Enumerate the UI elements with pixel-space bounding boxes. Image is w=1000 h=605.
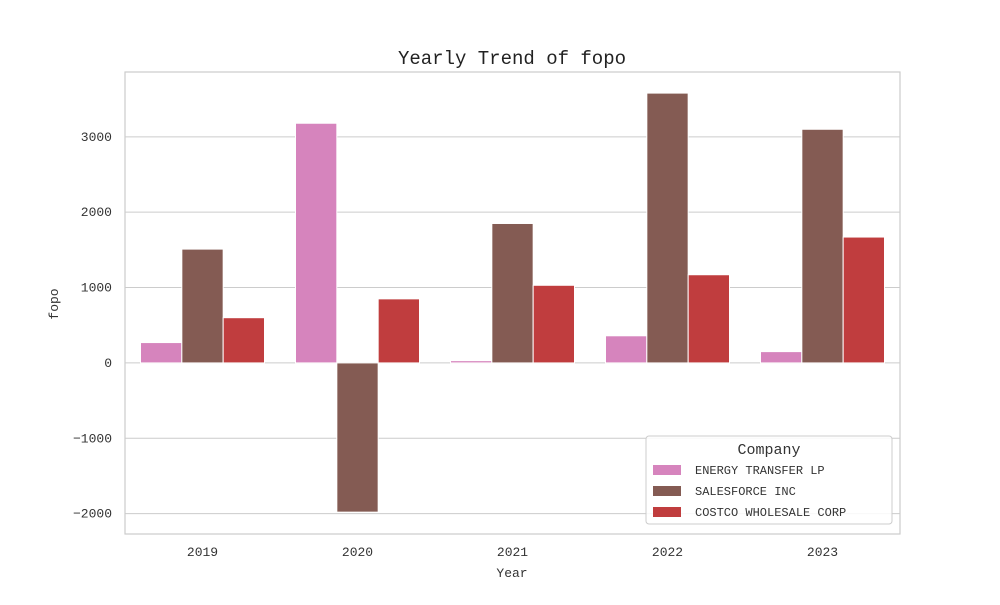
y-tick-label: 2000 bbox=[81, 205, 112, 220]
x-tick-label: 2023 bbox=[807, 545, 838, 560]
x-tick-label: 2020 bbox=[342, 545, 373, 560]
bar bbox=[801, 128, 844, 364]
y-tick-label: −1000 bbox=[73, 431, 112, 446]
x-tick-label: 2022 bbox=[652, 545, 683, 560]
x-tick-label: 2019 bbox=[187, 545, 218, 560]
legend-swatch bbox=[653, 465, 681, 475]
bar bbox=[842, 236, 886, 364]
axes: −2000 −1000 0 1000 2000 3000 2019 2020 2021 2022 2… bbox=[73, 71, 901, 560]
legend-swatch bbox=[653, 486, 681, 496]
y-tick-label: 3000 bbox=[81, 130, 112, 145]
bar bbox=[450, 360, 493, 364]
legend: Company ENERGY TRANSFER LP SALESFORCE INC C… bbox=[645, 435, 893, 525]
bar bbox=[222, 317, 266, 364]
bar bbox=[181, 248, 224, 364]
bar bbox=[760, 351, 803, 364]
bar bbox=[646, 92, 689, 364]
legend-label: COSTCO WHOLESALE CORP bbox=[695, 506, 846, 520]
y-tick-label: 1000 bbox=[81, 281, 112, 296]
bar bbox=[532, 284, 576, 364]
y-tick-label: 0 bbox=[104, 356, 112, 371]
x-axis-label: Year bbox=[496, 566, 527, 581]
bar bbox=[491, 222, 534, 364]
bar bbox=[295, 122, 338, 364]
bar bbox=[140, 342, 183, 364]
legend-label: SALESFORCE INC bbox=[695, 485, 796, 499]
legend-box bbox=[645, 435, 893, 525]
legend-label: ENERGY TRANSFER LP bbox=[695, 464, 825, 478]
legend-swatch bbox=[653, 507, 681, 517]
y-axis-label: fopo bbox=[47, 288, 62, 319]
x-tick-label: 2021 bbox=[497, 545, 528, 560]
y-tick-label: −2000 bbox=[73, 507, 112, 522]
bar bbox=[687, 274, 731, 364]
bar bbox=[336, 362, 379, 513]
bar bbox=[377, 298, 420, 364]
bars bbox=[140, 92, 886, 513]
legend-title: Company bbox=[737, 442, 800, 459]
bar bbox=[605, 335, 648, 364]
plot-frame bbox=[124, 71, 901, 535]
chart-title: Yearly Trend of fopo bbox=[398, 48, 626, 70]
